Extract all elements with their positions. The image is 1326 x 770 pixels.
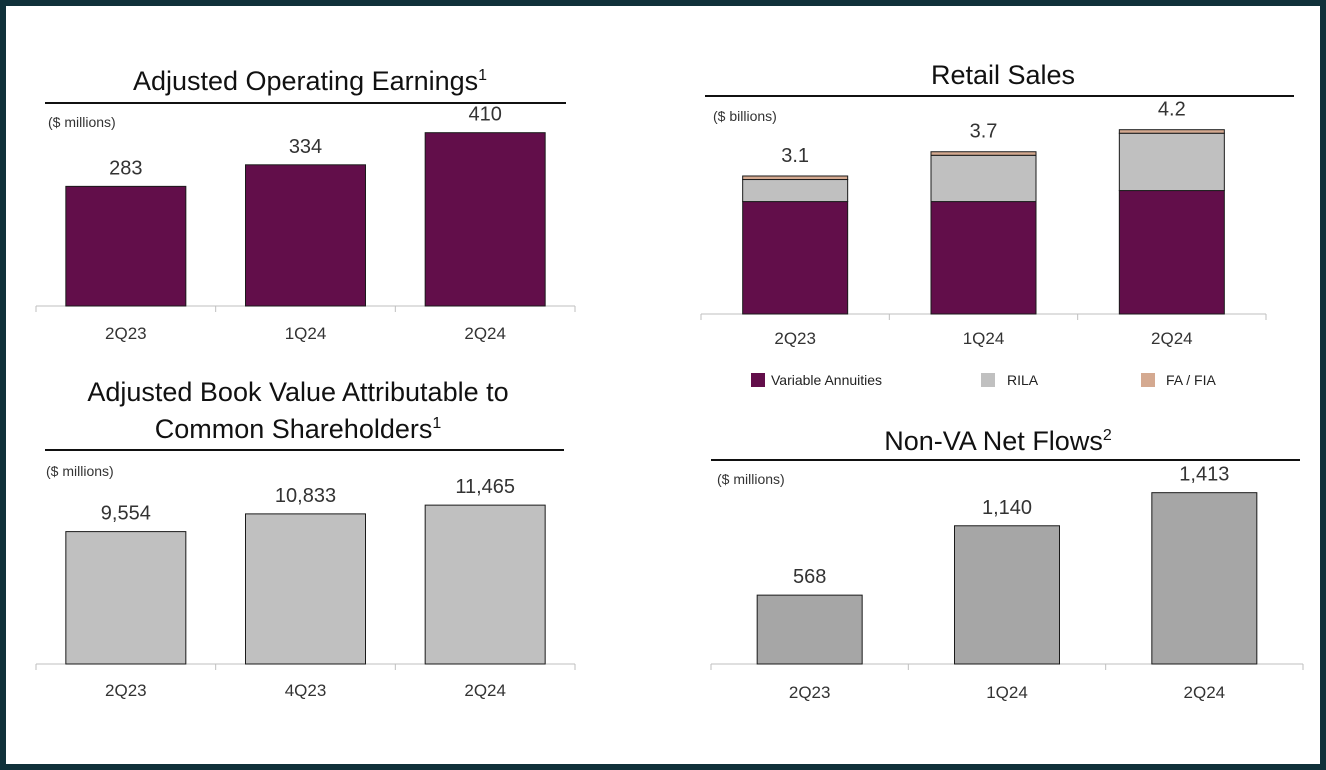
bar bbox=[65, 185, 187, 307]
legend-label: Variable Annuities bbox=[771, 372, 882, 388]
data-label: 410 bbox=[468, 104, 501, 126]
data-label: 11,465 bbox=[455, 476, 515, 498]
bar-segment bbox=[930, 151, 1037, 156]
data-label: 568 bbox=[793, 566, 826, 588]
bar bbox=[424, 132, 546, 307]
category-label: 4Q23 bbox=[285, 681, 327, 700]
adjusted-book-value-chart: Adjusted Book Value Attributable to Comm… bbox=[35, 377, 576, 700]
bar bbox=[424, 504, 546, 665]
category-label: 2Q23 bbox=[774, 329, 816, 348]
retail-sales-chart: Retail Sales ($ billions) 3.1 2Q23 3.7 1Q24… bbox=[700, 60, 1294, 388]
category-label: 2Q24 bbox=[464, 324, 506, 343]
legend-label: RILA bbox=[1007, 372, 1039, 388]
chart-title: Retail Sales bbox=[931, 60, 1075, 90]
category-label: 2Q23 bbox=[105, 324, 147, 343]
category-label: 2Q23 bbox=[789, 683, 831, 702]
data-label: 3.7 bbox=[970, 121, 998, 143]
bar bbox=[65, 531, 187, 665]
category-label: 2Q24 bbox=[1184, 683, 1226, 702]
bar-segment bbox=[742, 201, 849, 315]
bar-segment bbox=[930, 201, 1037, 315]
unit-label: ($ billions) bbox=[713, 108, 777, 124]
category-label: 1Q24 bbox=[285, 324, 327, 343]
category-label: 2Q24 bbox=[1151, 329, 1193, 348]
chart-title: Non-VA Net Flows2 bbox=[884, 426, 1112, 456]
bar-segment bbox=[1118, 132, 1225, 192]
data-label: 334 bbox=[289, 136, 322, 158]
legend-swatch bbox=[981, 373, 995, 387]
legend-swatch bbox=[751, 373, 765, 387]
bar-segment bbox=[742, 179, 849, 203]
data-label: 10,833 bbox=[275, 485, 336, 507]
bar-segment bbox=[930, 154, 1037, 203]
non-va-net-flows-chart: Non-VA Net Flows2 ($ millions) 568 2Q23 1,… bbox=[710, 426, 1304, 702]
chart-title: Adjusted Operating Earnings1 bbox=[133, 66, 487, 96]
data-label: 3.1 bbox=[781, 145, 809, 167]
data-label: 1,413 bbox=[1179, 464, 1229, 486]
category-label: 1Q24 bbox=[986, 683, 1028, 702]
data-label: 9,554 bbox=[101, 503, 151, 525]
bar bbox=[1151, 492, 1258, 665]
unit-label: ($ millions) bbox=[48, 114, 116, 130]
bar bbox=[756, 594, 863, 665]
chart-title-line-2: Common Shareholders1 bbox=[155, 414, 442, 444]
bar bbox=[245, 513, 366, 665]
bar-segment bbox=[1118, 190, 1225, 315]
category-label: 2Q23 bbox=[105, 681, 147, 700]
category-label: 1Q24 bbox=[963, 329, 1005, 348]
bar bbox=[245, 164, 366, 307]
data-label: 283 bbox=[109, 157, 142, 179]
unit-label: ($ millions) bbox=[46, 463, 114, 479]
bar-segment bbox=[742, 175, 849, 181]
data-label: 4.2 bbox=[1158, 99, 1186, 121]
bar-segment bbox=[1118, 129, 1225, 134]
category-label: 2Q24 bbox=[464, 681, 506, 700]
chart-title-line-1: Adjusted Book Value Attributable to bbox=[87, 377, 508, 407]
data-label: 1,140 bbox=[982, 497, 1032, 519]
adjusted-operating-earnings-chart: Adjusted Operating Earnings1 ($ millions… bbox=[35, 66, 576, 343]
legend-label: FA / FIA bbox=[1166, 372, 1216, 388]
unit-label: ($ millions) bbox=[717, 471, 785, 487]
legend-swatch bbox=[1141, 373, 1155, 387]
bar bbox=[954, 525, 1060, 665]
